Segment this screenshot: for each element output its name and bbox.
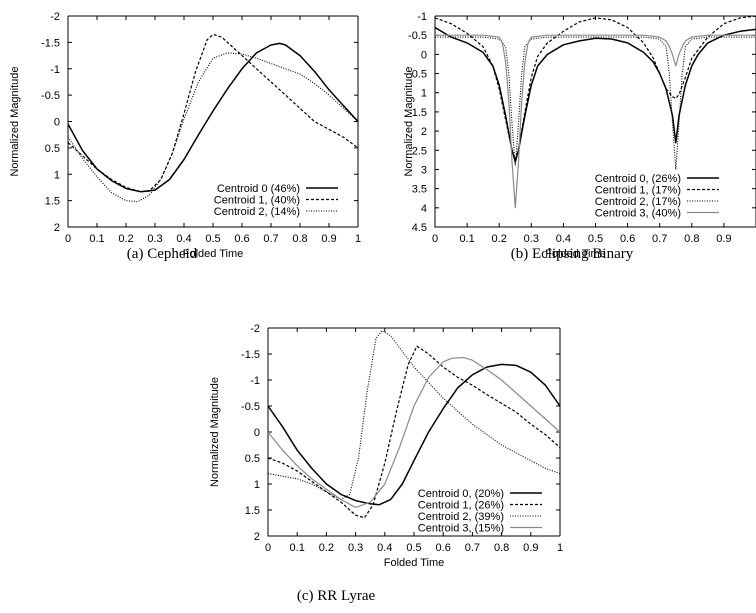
x-tick-label: 0.3 — [147, 233, 162, 245]
y-axis-label: Normalized Magnitude — [209, 377, 221, 487]
y-tick-label: 0.5 — [45, 143, 60, 155]
chart-caption: (a) Cepheid — [127, 246, 198, 262]
y-tick-label: -1 — [417, 11, 427, 23]
y-tick-label: 0 — [254, 427, 260, 439]
y-tick-label: 4.5 — [412, 222, 427, 234]
x-tick-label: 0.4 — [377, 542, 392, 554]
x-tick-label: 0 — [432, 233, 438, 245]
y-tick-label: 1.5 — [412, 107, 427, 119]
x-tick-label: 0 — [65, 233, 71, 245]
x-tick-label: 0.2 — [319, 542, 334, 554]
legend-label: Centroid 1, (26%) — [418, 500, 504, 512]
x-tick-label: 0.1 — [459, 233, 474, 245]
x-tick-label: 0.9 — [716, 233, 731, 245]
series-line-2 — [435, 36, 756, 171]
x-tick-label: 0.7 — [465, 542, 480, 554]
series-line-1 — [268, 345, 560, 519]
y-tick-label: 3.5 — [412, 184, 427, 196]
x-tick-label: 0.4 — [176, 233, 191, 245]
x-tick-label: 0 — [265, 542, 271, 554]
y-tick-label: -2 — [50, 11, 60, 23]
y-tick-label: 2 — [254, 531, 260, 543]
x-tick-label: 0.3 — [524, 233, 539, 245]
x-tick-label: 0.9 — [523, 542, 538, 554]
y-tick-label: -1 — [50, 64, 60, 76]
y-tick-label: -2 — [250, 323, 260, 335]
y-tick-label: 0 — [421, 49, 427, 61]
x-tick-label: 0.8 — [494, 542, 509, 554]
series-line-0 — [268, 363, 560, 506]
y-tick-label: -0.5 — [41, 90, 60, 102]
legend-label: Centroid 0, (26%) — [595, 173, 681, 185]
series-line-0 — [435, 26, 756, 163]
legend-label: Centroid 0 (46%) — [217, 183, 300, 195]
y-axis-label: Normalized Magnitude — [403, 66, 415, 176]
x-axis-label: Folded Time — [384, 557, 445, 569]
series-line-2 — [268, 330, 560, 501]
series-line-1 — [68, 33, 358, 193]
legend-label: Centroid 2, (14%) — [214, 206, 300, 218]
y-tick-label: 2 — [54, 222, 60, 234]
x-tick-label: 1 — [557, 542, 563, 554]
y-tick-label: 1 — [54, 169, 60, 181]
y-tick-label: 1 — [254, 479, 260, 491]
y-tick-label: 1.5 — [45, 196, 60, 208]
x-tick-label: 0.7 — [652, 233, 667, 245]
y-axis-label: Normalized Magnitude — [9, 66, 21, 176]
legend-label: Centroid 1, (17%) — [595, 185, 681, 197]
chart-0: 0 0.1 0.2 0.3 0.4 0.5 0.6 0.7 0.8 0.9 1 -2 -1.5 -1 -0.… — [9, 11, 361, 262]
y-tick-label: 4 — [421, 203, 427, 215]
x-tick-label: 0.6 — [234, 233, 249, 245]
series-line-0 — [68, 42, 358, 193]
x-tick-label: 0.8 — [684, 233, 699, 245]
x-axis-label: Folded Time — [545, 248, 606, 260]
x-axis-label: Folded Time — [183, 248, 244, 260]
y-tick-label: -1.5 — [241, 349, 260, 361]
legend-label: Centroid 3, (15%) — [418, 523, 504, 535]
legend-label: Centroid 1, (40%) — [214, 195, 300, 207]
legend-label: Centroid 0, (20%) — [418, 488, 504, 500]
x-tick-label: 0.5 — [588, 233, 603, 245]
y-tick-label: 0.5 — [245, 453, 260, 465]
x-tick-label: 0.1 — [290, 542, 305, 554]
series-line-3 — [435, 34, 756, 209]
x-tick-label: 1 — [355, 233, 361, 245]
series-line-2 — [68, 52, 358, 203]
y-tick-label: -0.5 — [241, 401, 260, 413]
y-tick-label: 2.5 — [412, 145, 427, 157]
x-tick-label: 0.8 — [292, 233, 307, 245]
x-tick-label: 0.4 — [556, 233, 571, 245]
chart-2: 0 0.1 0.2 0.3 0.4 0.5 0.6 0.7 0.8 0.9 1 -2 -1.5 -1 -0.… — [209, 323, 563, 604]
x-tick-label: 0.5 — [406, 542, 421, 554]
series-line-1 — [435, 16, 756, 161]
y-tick-label: 1 — [421, 88, 427, 100]
x-tick-label: 0.1 — [89, 233, 104, 245]
chart-caption: (c) RR Lyrae — [297, 588, 376, 604]
x-tick-label: 0.9 — [321, 233, 336, 245]
x-tick-label: 0.7 — [263, 233, 278, 245]
y-tick-label: 1.5 — [245, 505, 260, 517]
x-tick-label: 0.2 — [118, 233, 133, 245]
y-tick-label: 0.5 — [412, 69, 427, 81]
x-tick-label: 0.6 — [436, 542, 451, 554]
y-tick-label: 2 — [421, 126, 427, 138]
y-tick-label: 3 — [421, 164, 427, 176]
x-tick-label: 0.3 — [348, 542, 363, 554]
x-tick-label: 0.6 — [620, 233, 635, 245]
y-tick-label: 0 — [54, 117, 60, 129]
legend-label: Centroid 3, (40%) — [595, 208, 681, 220]
x-tick-label: 0.2 — [492, 233, 507, 245]
y-tick-label: -1 — [250, 375, 260, 387]
series-line-3 — [268, 357, 560, 508]
y-tick-label: -1.5 — [41, 37, 60, 49]
legend-label: Centroid 2, (39%) — [418, 511, 504, 523]
x-tick-label: 0.5 — [205, 233, 220, 245]
chart-caption: (b) Eclipsing Binary — [511, 246, 634, 262]
y-tick-label: -0.5 — [408, 30, 427, 42]
legend-label: Centroid 2, (17%) — [595, 196, 681, 208]
chart-1: 0 0.1 0.2 0.3 0.4 0.5 0.6 0.7 0.8 0.9 -1 -0.5 0 0.5 1 1… — [403, 11, 756, 262]
